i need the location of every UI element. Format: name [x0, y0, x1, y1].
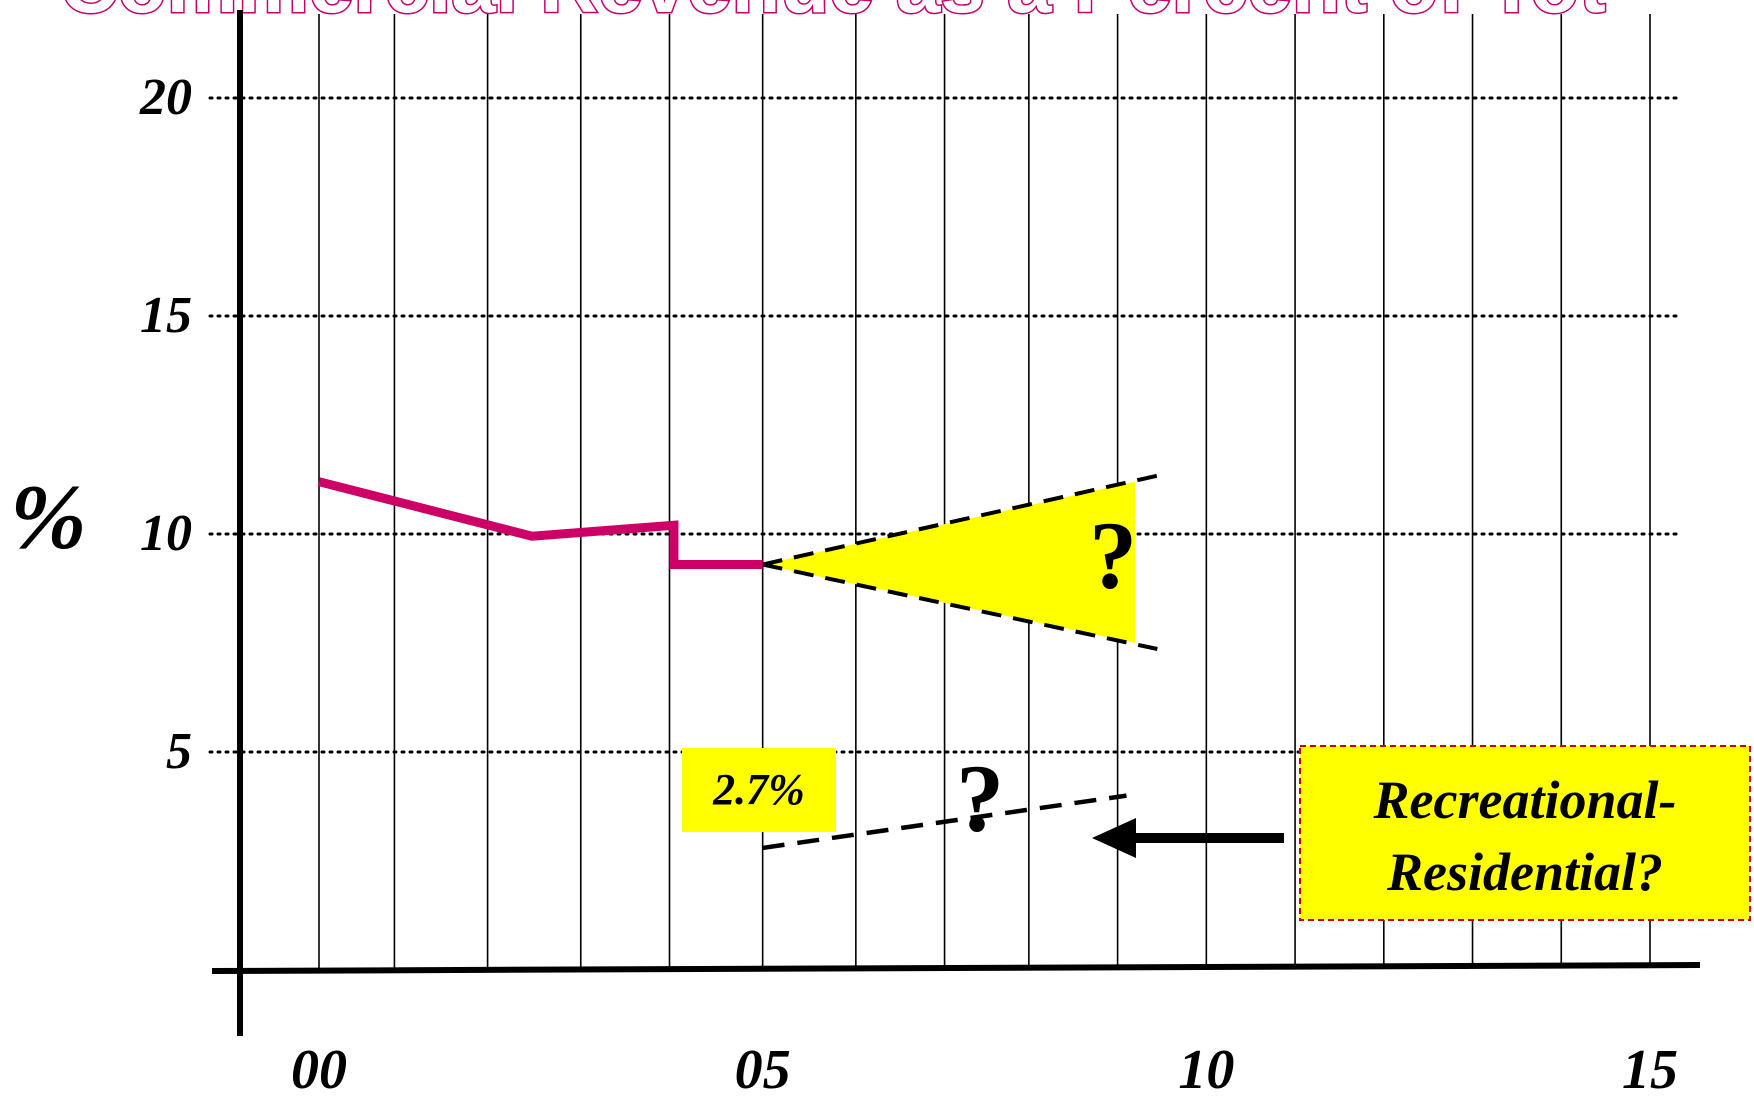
- callout-box: [1299, 745, 1751, 921]
- series-layer: [317, 477, 763, 570]
- projection-layer: [762, 473, 1158, 851]
- x-tick-label-0: 00: [291, 1039, 347, 1096]
- series-line-0: [317, 477, 763, 570]
- label-layer: 5 10 15 20 00 05 10 15: [139, 69, 1678, 1096]
- trend-line: [762, 793, 1127, 851]
- y-tick-label-0: 5: [166, 723, 192, 780]
- cone-lower-bound: [762, 562, 1158, 651]
- chart-title: Commercial Revenue as a Percent of Tot: [60, 0, 1606, 29]
- start-value-box: [682, 748, 836, 832]
- callout-line-1: Residential?: [1386, 842, 1663, 902]
- x-tick-label-1: 05: [735, 1039, 791, 1096]
- trend-question-mark: ?: [956, 744, 1004, 851]
- annotation-layer: ? 2.7%? Recreational- Residential?: [682, 502, 1751, 921]
- y-tick-label-3: 20: [139, 69, 192, 126]
- callout-line-0: Recreational-: [1373, 770, 1677, 830]
- y-axis-label: %: [10, 466, 87, 568]
- cone-question-mark: ?: [1089, 502, 1137, 609]
- cone-upper-bound: [762, 473, 1158, 567]
- y-tick-label-1: 10: [140, 505, 192, 562]
- x-axis-line: [211, 962, 1701, 974]
- callout-arrow-head: [1092, 818, 1136, 858]
- projection-cone: [762, 481, 1136, 643]
- x-tick-label-2: 10: [1178, 1039, 1234, 1096]
- axes-layer: [211, 10, 1701, 1036]
- y-tick-label-2: 15: [140, 287, 192, 344]
- x-tick-label-3: 15: [1622, 1039, 1678, 1096]
- start-value-label: 2.7%: [712, 765, 805, 814]
